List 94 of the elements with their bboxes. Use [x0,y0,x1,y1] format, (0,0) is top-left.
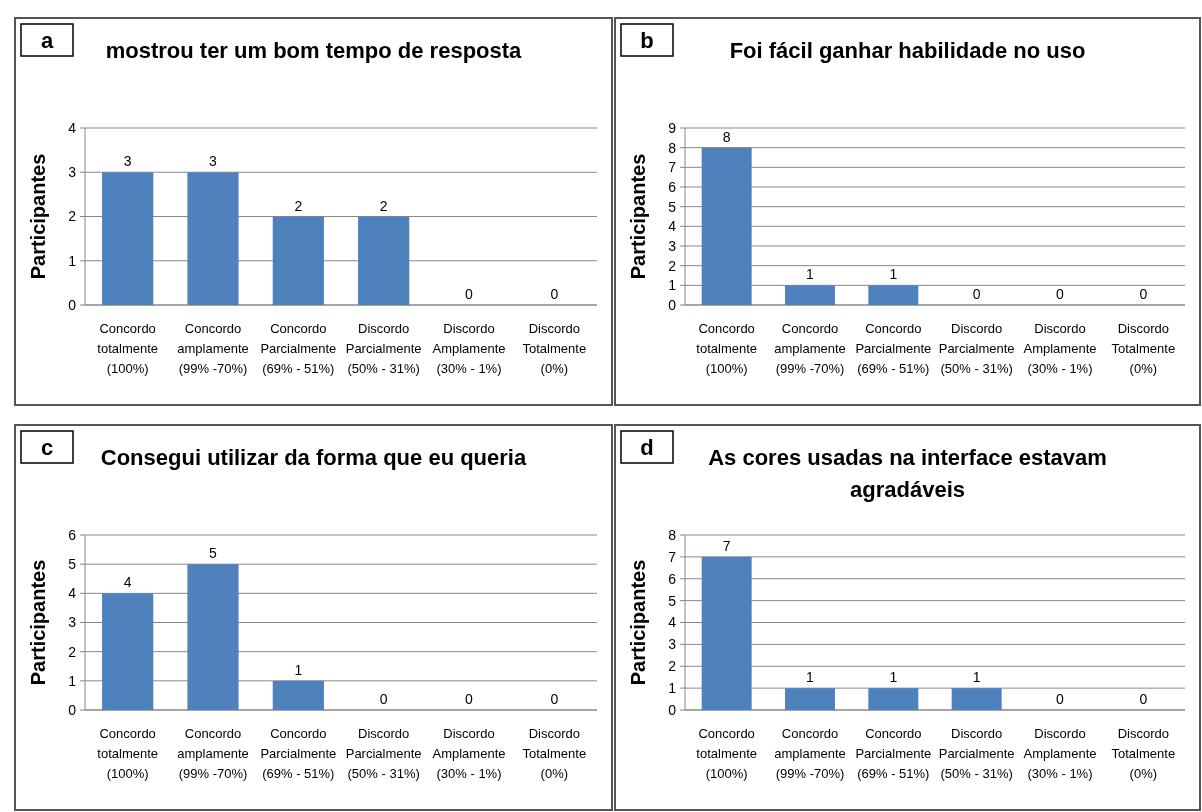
bar [187,564,239,710]
x-tick-label: Concordo Parcialmente (69% - 51%) [260,321,337,376]
data-label: 0 [465,691,474,707]
y-tick-label: 2 [68,643,77,660]
data-label: 8 [722,128,731,145]
data-label: 0 [972,286,981,302]
bar [102,593,154,710]
y-tick-label: 2 [68,208,77,225]
y-tick-label: 4 [668,218,677,235]
x-tick-label: Discordo Amplamente (30% - 1%) [1023,321,1097,376]
x-tick-label: Discordo Amplamente (30% - 1%) [432,321,506,376]
data-label: 7 [722,537,731,554]
y-tick-label: 4 [68,119,77,136]
y-tick-label: 3 [668,237,677,254]
data-label: 1 [294,661,303,678]
chart-title: mostrou ter um bom tempo de resposta [105,38,523,63]
y-tick-label: 8 [668,526,677,543]
y-axis-title: Participantes [27,559,49,686]
data-label: 2 [294,197,303,214]
text: c [40,435,54,460]
x-tick-label: Concordo Parcialmente (69% - 51%) [855,321,932,376]
x-tick-label: Discordo Totalmente (0%) [522,321,587,376]
x-tick-label: Discordo Parcialmente (50% - 31%) [345,321,422,376]
y-tick-label: 1 [668,680,677,697]
y-axis-title: Participantes [627,559,649,686]
data-label: 2 [379,197,388,214]
y-tick-label: 6 [68,526,77,543]
x-tick-label: Concordo totalmente (100%) [97,321,159,376]
y-tick-label: 5 [668,592,677,609]
x-tick-label: Concordo totalmente (100%) [696,726,758,781]
x-tick-label: Concordo totalmente (100%) [97,726,159,781]
data-label: 1 [806,669,815,686]
y-axis-title: Participantes [27,153,49,280]
y-tick-label: 0 [668,701,677,718]
x-tick-label: Concordo amplamente (99% -70%) [774,321,846,376]
y-tick-label: 8 [668,139,677,156]
y-tick-label: 0 [668,296,677,313]
x-tick-label: Concordo amplamente (99% -70%) [774,726,846,781]
y-tick-label: 9 [668,119,677,136]
y-tick-label: 1 [68,672,77,689]
y-tick-label: 4 [668,614,677,631]
x-tick-label: Discordo Totalmente (0%) [1111,321,1176,376]
chart-title: Consegui utilizar da forma que eu queria [100,445,527,470]
text: b [640,28,654,53]
data-label: 1 [806,266,815,283]
x-tick-label: Discordo Totalmente (0%) [1111,726,1176,781]
chart-title: Foi fácil ganhar habilidade no uso [729,38,1086,63]
data-label: 0 [550,691,559,707]
data-label: 4 [123,574,132,591]
y-tick-label: 7 [668,548,677,565]
x-tick-label: Discordo Amplamente (30% - 1%) [1023,726,1097,781]
data-label: 1 [889,669,898,686]
x-tick-label: Concordo Parcialmente (69% - 51%) [855,726,932,781]
x-tick-label: Concordo totalmente (100%) [696,321,758,376]
y-tick-label: 7 [668,159,677,176]
y-tick-label: 4 [68,585,77,602]
y-tick-label: 3 [68,164,77,181]
y-tick-label: 6 [668,570,677,587]
data-label: 5 [209,545,218,562]
y-tick-label: 2 [668,658,677,675]
y-axis-title: Participantes [627,153,649,280]
y-tick-label: 1 [668,277,677,294]
y-tick-label: 2 [668,257,677,274]
x-tick-label: Discordo Parcialmente (50% - 31%) [938,726,1015,781]
data-label: 1 [889,266,898,283]
y-tick-label: 3 [668,636,677,653]
y-tick-label: 5 [68,556,77,573]
bar [272,680,324,710]
data-label: 1 [972,669,981,686]
data-label: 3 [123,153,132,170]
data-label: 0 [379,691,388,707]
data-label: 0 [1056,286,1065,302]
chart-title: As cores usadas na interface estavam agradáveis [708,445,1107,502]
data-label: 0 [465,286,474,302]
text: a [40,28,54,53]
x-tick-label: Discordo Parcialmente (50% - 31%) [938,321,1015,376]
x-tick-label: Concordo amplamente (99% -70%) [177,321,249,376]
data-label: 0 [1139,286,1148,302]
y-tick-label: 3 [68,614,77,631]
y-tick-label: 0 [68,296,77,313]
x-tick-label: Discordo Totalmente (0%) [522,726,587,781]
data-label: 0 [550,286,559,302]
y-tick-label: 1 [68,252,77,269]
data-label: 3 [209,153,218,170]
data-label: 0 [1139,691,1148,707]
data-label: 0 [1056,691,1065,707]
x-tick-label: Discordo Amplamente (30% - 1%) [432,726,506,781]
y-tick-label: 6 [668,178,677,195]
x-tick-label: Concordo Parcialmente (69% - 51%) [260,726,337,781]
x-tick-label: Discordo Parcialmente (50% - 31%) [345,726,422,781]
y-tick-label: 5 [668,198,677,215]
text: d [640,435,654,460]
y-tick-label: 0 [68,701,77,718]
x-tick-label: Concordo amplamente (99% -70%) [177,726,249,781]
